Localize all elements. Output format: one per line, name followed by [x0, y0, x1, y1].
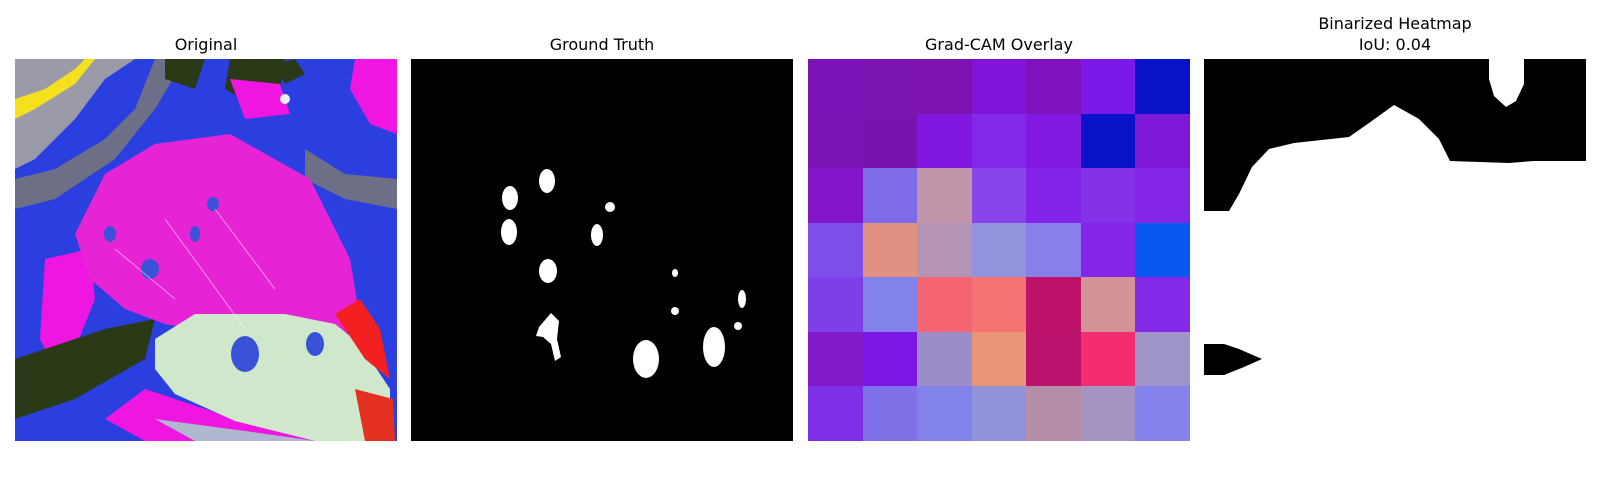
original-image-panel — [15, 59, 397, 441]
gradcam-cell — [1081, 114, 1135, 168]
gradcam-cell — [1135, 168, 1190, 223]
gradcam-cell — [1081, 277, 1135, 332]
gradcam-cell — [1135, 223, 1190, 277]
gradcam-cell — [1026, 386, 1081, 441]
gradcam-cell — [1135, 114, 1190, 168]
gradcam-cell — [917, 332, 972, 386]
gradcam-cell — [972, 332, 1026, 386]
gradcam-cell — [1026, 277, 1081, 332]
gradcam-cell — [863, 59, 917, 114]
gradcam-cell — [863, 223, 917, 277]
gradcam-cell — [972, 386, 1026, 441]
ground-truth-title: Ground Truth — [549, 35, 655, 54]
gradcam-cell — [1026, 223, 1081, 277]
gradcam-cell — [917, 223, 972, 277]
gradcam-cell — [972, 277, 1026, 332]
gradcam-cell — [863, 277, 917, 332]
gradcam-cell — [1081, 59, 1135, 114]
gradcam-cell — [863, 332, 917, 386]
gradcam-cell — [1026, 59, 1081, 114]
gradcam-cell — [1081, 386, 1135, 441]
ground-truth-mask-panel — [411, 59, 793, 441]
gradcam-cell — [1081, 168, 1135, 223]
gradcam-cell — [808, 223, 863, 277]
gradcam-cell — [917, 386, 972, 441]
gradcam-cell — [863, 114, 917, 168]
gradcam-cell — [1135, 277, 1190, 332]
gradcam-cell — [972, 223, 1026, 277]
gradcam-cell — [972, 114, 1026, 168]
gradcam-cell — [972, 168, 1026, 223]
gradcam-cell — [863, 168, 917, 223]
gradcam-cell — [1135, 332, 1190, 386]
binarized-title: Binarized Heatmap — [1318, 14, 1472, 33]
iou-score-label: IoU: 0.04 — [1358, 35, 1432, 54]
gradcam-cell — [863, 386, 917, 441]
binarized-heatmap-panel — [1204, 59, 1586, 441]
gradcam-cell — [1026, 332, 1081, 386]
gradcam-cell — [1081, 223, 1135, 277]
original-title: Original — [174, 35, 238, 54]
gradcam-cell — [1135, 386, 1190, 441]
gradcam-cell — [917, 114, 972, 168]
gradcam-cell — [1026, 114, 1081, 168]
gradcam-cell — [1026, 168, 1081, 223]
gradcam-cell — [917, 277, 972, 332]
gradcam-cell — [808, 277, 863, 332]
gradcam-cell — [808, 59, 863, 114]
gradcam-cell — [808, 168, 863, 223]
gradcam-overlay-panel — [808, 59, 1190, 441]
gradcam-cell — [1081, 332, 1135, 386]
gradcam-cell — [808, 332, 863, 386]
gradcam-overlay-title: Grad-CAM Overlay — [925, 35, 1073, 54]
gradcam-cell — [917, 59, 972, 114]
gradcam-cell — [808, 114, 863, 168]
gradcam-cell — [917, 168, 972, 223]
gradcam-cell — [1135, 59, 1190, 114]
gradcam-cell — [808, 386, 863, 441]
gradcam-cell — [972, 59, 1026, 114]
